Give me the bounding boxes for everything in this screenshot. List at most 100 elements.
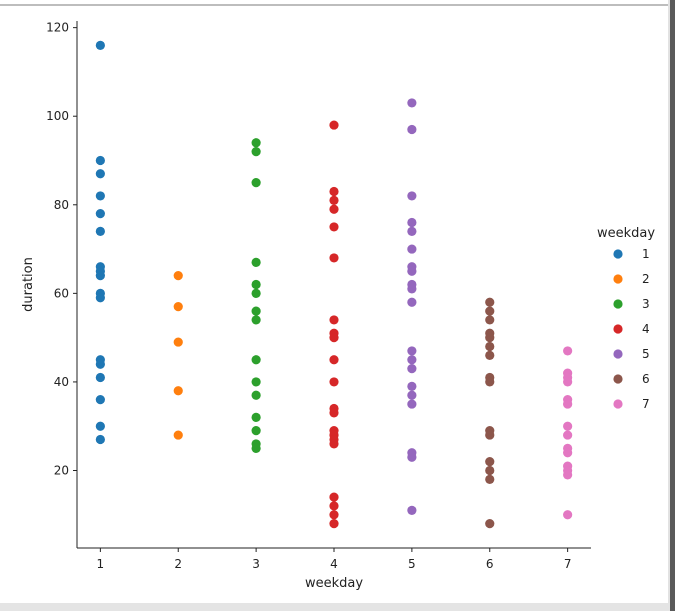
window-bottom-border bbox=[0, 603, 670, 611]
point-weekday-4 bbox=[329, 519, 339, 529]
point-weekday-3 bbox=[251, 147, 261, 157]
legend-marker-1 bbox=[613, 249, 623, 259]
point-weekday-6 bbox=[485, 297, 495, 307]
point-weekday-7 bbox=[563, 510, 573, 520]
point-weekday-3 bbox=[251, 315, 261, 325]
point-weekday-4 bbox=[329, 408, 339, 418]
point-weekday-1 bbox=[95, 293, 105, 303]
point-weekday-3 bbox=[251, 257, 261, 267]
point-weekday-2 bbox=[173, 302, 183, 312]
point-weekday-1 bbox=[95, 359, 105, 369]
point-weekday-3 bbox=[251, 178, 261, 188]
y-tick-label: 100 bbox=[46, 109, 69, 123]
point-weekday-7 bbox=[563, 421, 573, 431]
point-weekday-6 bbox=[485, 519, 495, 529]
point-weekday-4 bbox=[329, 501, 339, 511]
x-axis-label: weekday bbox=[305, 576, 363, 591]
point-weekday-3 bbox=[251, 426, 261, 436]
point-weekday-7 bbox=[563, 430, 573, 440]
point-weekday-2 bbox=[173, 430, 183, 440]
point-weekday-5 bbox=[407, 364, 417, 374]
x-axis-ticks: 1 2 3 4 5 6 7 bbox=[97, 548, 571, 571]
point-weekday-4 bbox=[329, 510, 339, 520]
point-weekday-1 bbox=[95, 169, 105, 179]
point-weekday-6 bbox=[485, 333, 495, 343]
point-weekday-7 bbox=[563, 346, 573, 356]
point-weekday-5 bbox=[407, 399, 417, 409]
point-weekday-4 bbox=[329, 377, 339, 387]
point-weekday-1 bbox=[95, 395, 105, 405]
point-weekday-1 bbox=[95, 372, 105, 383]
point-weekday-5 bbox=[407, 284, 417, 294]
point-weekday-6 bbox=[485, 377, 495, 387]
x-tick-label: 1 bbox=[97, 557, 105, 571]
point-weekday-6 bbox=[485, 474, 495, 484]
legend-title: weekday bbox=[597, 226, 655, 241]
legend-marker-6 bbox=[613, 374, 623, 384]
point-weekday-3 bbox=[251, 390, 261, 400]
point-weekday-4 bbox=[329, 186, 339, 197]
point-weekday-1 bbox=[95, 40, 105, 50]
point-weekday-7 bbox=[563, 377, 573, 387]
legend-label-1: 1 bbox=[642, 247, 650, 261]
legend: weekday 1 2 3 4 5 6 7 bbox=[597, 226, 655, 411]
point-weekday-2 bbox=[173, 386, 183, 396]
point-weekday-5 bbox=[407, 505, 417, 515]
point-weekday-1 bbox=[95, 271, 105, 281]
point-weekday-1 bbox=[95, 191, 105, 201]
point-weekday-5 bbox=[407, 244, 417, 254]
y-tick-label: 40 bbox=[54, 375, 69, 389]
x-tick-label: 3 bbox=[252, 557, 260, 571]
legend-marker-3 bbox=[613, 299, 623, 309]
point-weekday-6 bbox=[485, 465, 495, 476]
point-weekday-1 bbox=[95, 421, 105, 431]
point-weekday-7 bbox=[563, 470, 573, 480]
point-weekday-4 bbox=[329, 492, 339, 502]
point-weekday-5 bbox=[407, 226, 417, 236]
y-tick-label: 20 bbox=[54, 464, 69, 478]
point-weekday-6 bbox=[485, 341, 495, 352]
window-scrollbar[interactable] bbox=[670, 0, 675, 611]
point-weekday-7 bbox=[563, 399, 573, 409]
point-weekday-1 bbox=[95, 209, 105, 219]
legend-label-6: 6 bbox=[642, 372, 650, 386]
point-weekday-5 bbox=[407, 390, 417, 400]
point-weekday-2 bbox=[173, 271, 183, 281]
x-tick-label: 6 bbox=[486, 557, 494, 571]
point-weekday-1 bbox=[95, 434, 105, 445]
point-weekday-3 bbox=[251, 279, 261, 290]
legend-label-3: 3 bbox=[642, 297, 650, 311]
legend-label-4: 4 bbox=[642, 322, 650, 336]
y-axis-label: duration bbox=[21, 257, 36, 312]
y-axis-ticks: 20 40 60 80 100 120 bbox=[46, 21, 77, 478]
point-weekday-4 bbox=[329, 315, 339, 325]
data-points bbox=[95, 40, 573, 529]
legend-marker-7 bbox=[613, 399, 623, 409]
point-weekday-4 bbox=[329, 253, 339, 263]
point-weekday-3 bbox=[251, 355, 261, 365]
point-weekday-5 bbox=[407, 98, 417, 108]
x-tick-label: 2 bbox=[174, 557, 182, 571]
point-weekday-5 bbox=[407, 381, 417, 391]
point-weekday-5 bbox=[407, 191, 417, 201]
point-weekday-4 bbox=[329, 195, 339, 205]
point-weekday-6 bbox=[485, 350, 495, 360]
y-tick-label: 60 bbox=[54, 286, 69, 300]
window-top-border bbox=[0, 4, 670, 6]
legend-label-5: 5 bbox=[642, 347, 650, 361]
point-weekday-5 bbox=[407, 266, 417, 276]
point-weekday-3 bbox=[251, 288, 261, 298]
point-weekday-3 bbox=[251, 412, 261, 422]
point-weekday-3 bbox=[251, 138, 261, 148]
point-weekday-5 bbox=[407, 217, 417, 228]
x-tick-label: 4 bbox=[330, 557, 338, 571]
point-weekday-5 bbox=[407, 297, 417, 307]
point-weekday-5 bbox=[407, 355, 417, 365]
point-weekday-6 bbox=[485, 315, 495, 325]
point-weekday-5 bbox=[407, 346, 417, 356]
point-weekday-3 bbox=[251, 377, 261, 387]
window-right-border-inner bbox=[668, 0, 670, 611]
legend-label-7: 7 bbox=[642, 397, 650, 411]
point-weekday-2 bbox=[173, 337, 183, 347]
